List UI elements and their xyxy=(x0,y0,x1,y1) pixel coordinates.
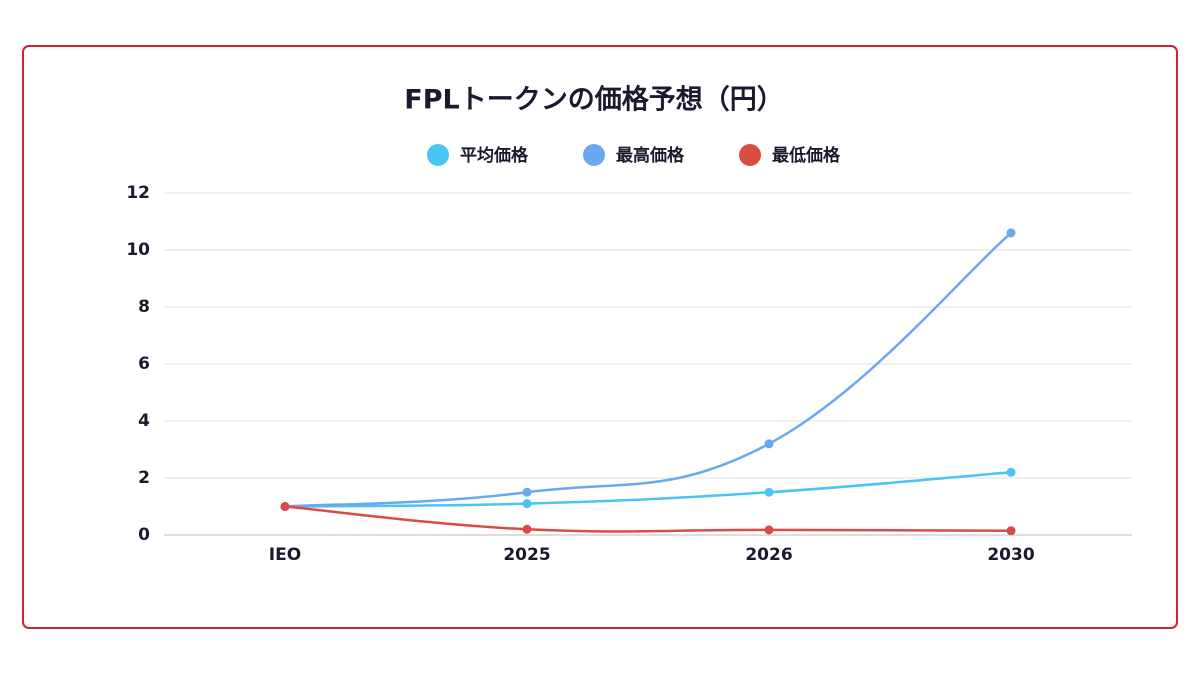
y-tick-label: 10 xyxy=(126,240,150,260)
y-tick-label: 4 xyxy=(138,411,150,431)
y-tick-label: 6 xyxy=(138,354,150,374)
series-line xyxy=(284,505,1012,533)
y-tick-label: 12 xyxy=(126,183,150,203)
legend-label: 最低価格 xyxy=(772,145,841,166)
legend-label: 平均価格 xyxy=(460,145,529,166)
series-line xyxy=(284,471,1012,508)
legend-swatch xyxy=(739,144,761,166)
legend-label: 最高価格 xyxy=(616,145,685,166)
y-tick-label: 2 xyxy=(138,468,150,488)
y-tick-label: 8 xyxy=(138,297,150,317)
point xyxy=(1006,228,1016,238)
point xyxy=(764,487,774,497)
series-line xyxy=(284,231,1012,508)
y-tick-label: 0 xyxy=(138,525,150,545)
x-tick-label: 2026 xyxy=(745,545,792,565)
point xyxy=(280,502,290,511)
chart-title: FPLトークンの価格予想（円） xyxy=(404,85,783,116)
point xyxy=(1006,467,1016,477)
card-border xyxy=(22,45,1178,629)
point xyxy=(1006,526,1016,536)
x-tick-label: IEO xyxy=(269,545,301,565)
point xyxy=(522,524,532,534)
legend-swatch xyxy=(583,144,605,166)
legend-swatch xyxy=(427,144,449,166)
point xyxy=(764,439,774,449)
x-tick-label: 2025 xyxy=(503,545,550,565)
point xyxy=(522,487,532,497)
point xyxy=(522,499,532,509)
point xyxy=(764,525,774,535)
x-tick-label: 2030 xyxy=(987,545,1034,565)
